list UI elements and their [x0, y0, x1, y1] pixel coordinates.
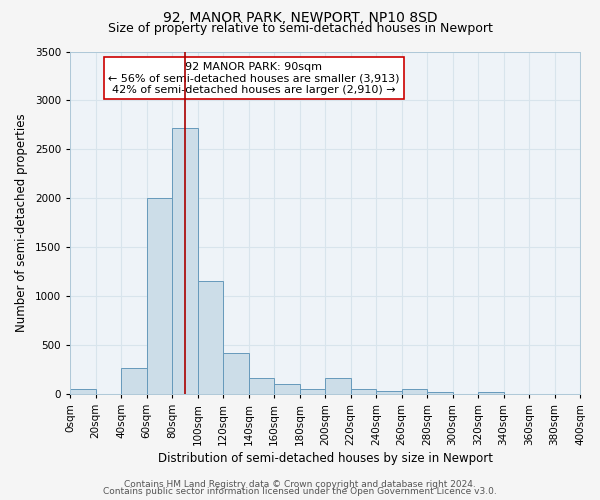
- Text: Contains HM Land Registry data © Crown copyright and database right 2024.: Contains HM Land Registry data © Crown c…: [124, 480, 476, 489]
- Bar: [427, 392, 452, 394]
- Bar: [401, 388, 427, 394]
- Y-axis label: Number of semi-detached properties: Number of semi-detached properties: [15, 114, 28, 332]
- Bar: [121, 368, 146, 394]
- Text: 92, MANOR PARK, NEWPORT, NP10 8SD: 92, MANOR PARK, NEWPORT, NP10 8SD: [163, 11, 437, 25]
- Bar: [70, 388, 96, 394]
- Text: 92 MANOR PARK: 90sqm
← 56% of semi-detached houses are smaller (3,913)
42% of se: 92 MANOR PARK: 90sqm ← 56% of semi-detac…: [108, 62, 400, 95]
- Bar: [299, 388, 325, 394]
- Bar: [248, 378, 274, 394]
- X-axis label: Distribution of semi-detached houses by size in Newport: Distribution of semi-detached houses by …: [158, 452, 493, 465]
- Bar: [172, 128, 197, 394]
- Bar: [376, 391, 401, 394]
- Bar: [223, 353, 248, 394]
- Bar: [197, 282, 223, 394]
- Text: Size of property relative to semi-detached houses in Newport: Size of property relative to semi-detach…: [107, 22, 493, 35]
- Bar: [274, 384, 299, 394]
- Bar: [146, 198, 172, 394]
- Bar: [478, 392, 503, 394]
- Bar: [325, 378, 350, 394]
- Bar: [350, 388, 376, 394]
- Text: Contains public sector information licensed under the Open Government Licence v3: Contains public sector information licen…: [103, 487, 497, 496]
